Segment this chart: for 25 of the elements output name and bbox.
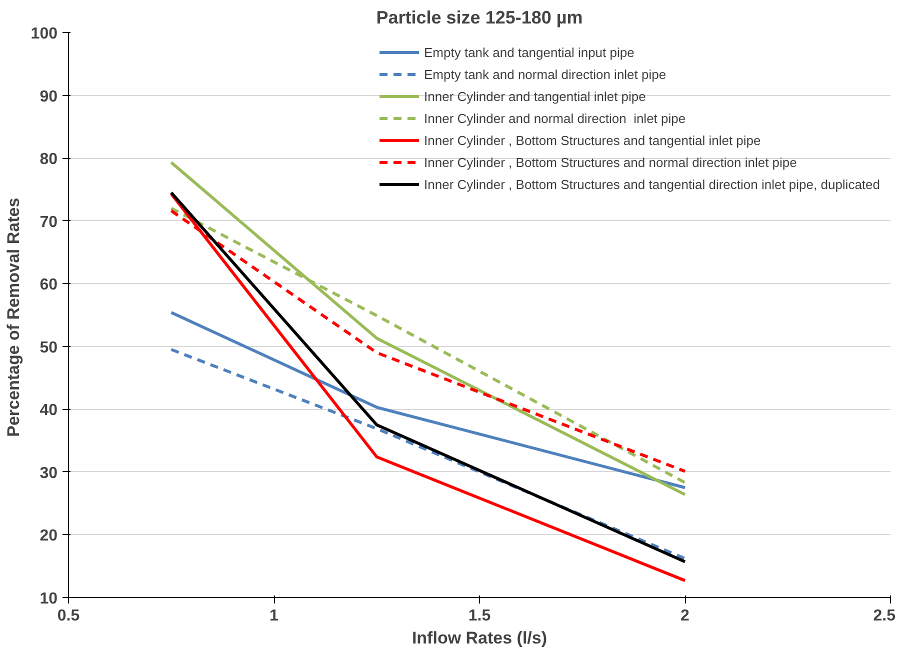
legend-label: Empty tank and normal direction inlet pipe: [424, 66, 666, 82]
y-tick-label: 50: [40, 339, 58, 356]
legend-label: Inner Cylinder and tangential inlet pipe: [424, 88, 646, 104]
y-tick-label: 40: [40, 402, 58, 420]
legend-label: Inner Cylinder , Bottom Structures and tangential inlet pipe: [424, 132, 761, 148]
chart-title: Particle size 125-180 µm: [376, 8, 583, 28]
x-tick-label: 2: [680, 608, 690, 624]
y-tick-label: 70: [40, 214, 58, 231]
y-tick-label: 10: [40, 590, 58, 608]
legend-label: Empty tank and tangential input pipe: [424, 44, 634, 60]
y-tick-label: 90: [40, 88, 58, 106]
x-tick-label: 1: [270, 608, 279, 624]
legend-label: Inner Cylinder and normal direction inlet pipe: [424, 110, 686, 126]
x-tick-label: 2.5: [873, 608, 896, 624]
x-tick-label: 0.5: [57, 608, 80, 624]
y-tick-label: 60: [40, 276, 58, 294]
x-tick-label: 1.5: [468, 608, 491, 624]
y-axis-title: Percentage of Removal Rates: [4, 198, 23, 437]
legend-label: Inner Cylinder , Bottom Structures and tangential direction inlet pipe, duplicated: [424, 176, 880, 192]
legend-label: Inner Cylinder , Bottom Structures and normal direction inlet pipe: [424, 154, 797, 170]
y-tick-label: 80: [40, 151, 58, 168]
y-tick-label: 100: [30, 26, 58, 42]
x-axis-title: Inflow Rates (l/s): [412, 628, 548, 648]
y-tick-label: 20: [40, 528, 58, 545]
y-tick-label: 30: [40, 464, 58, 482]
